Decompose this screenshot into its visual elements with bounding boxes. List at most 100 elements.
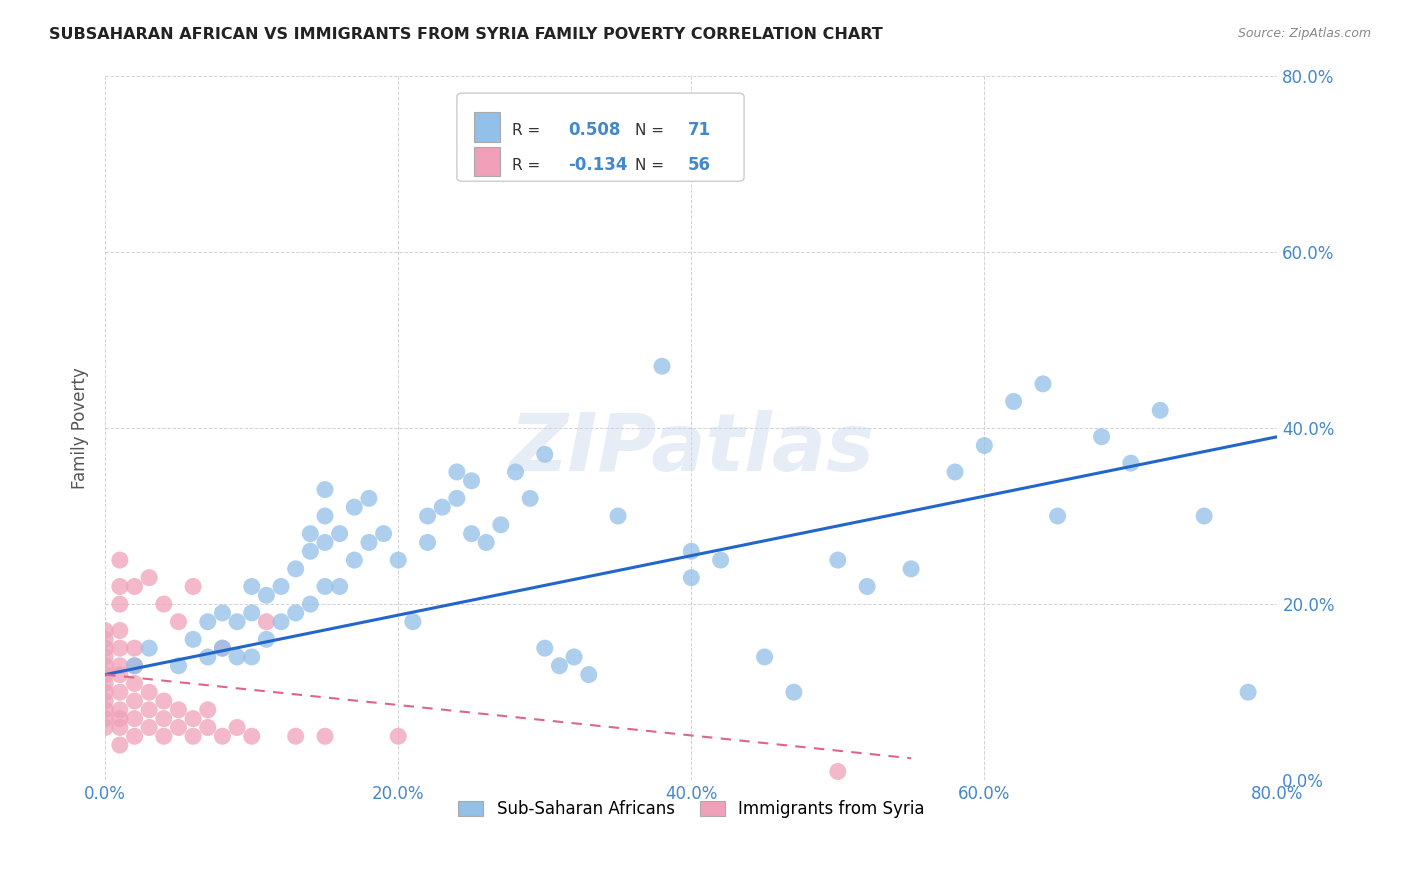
Point — [284, 562, 307, 576]
Point — [153, 712, 176, 726]
Point — [373, 526, 395, 541]
Point — [1237, 685, 1260, 699]
Point — [446, 465, 468, 479]
Point — [94, 721, 117, 735]
Point — [94, 712, 117, 726]
Point — [94, 624, 117, 638]
Point — [432, 500, 454, 515]
Point — [446, 491, 468, 506]
Point — [329, 579, 352, 593]
Point — [240, 606, 263, 620]
Point — [402, 615, 425, 629]
Point — [94, 694, 117, 708]
FancyBboxPatch shape — [457, 93, 744, 181]
Legend: Sub-Saharan Africans, Immigrants from Syria: Sub-Saharan Africans, Immigrants from Sy… — [451, 794, 931, 825]
Point — [314, 508, 336, 523]
Point — [138, 571, 160, 585]
Point — [197, 650, 219, 665]
Text: N =: N = — [636, 158, 669, 172]
Point — [943, 465, 966, 479]
Point — [1002, 394, 1025, 409]
Point — [827, 764, 849, 779]
Point — [94, 667, 117, 681]
Point — [299, 526, 322, 541]
Point — [240, 729, 263, 743]
Point — [153, 729, 176, 743]
Point — [533, 447, 555, 461]
Point — [783, 685, 806, 699]
Point — [108, 579, 131, 593]
Point — [197, 721, 219, 735]
Y-axis label: Family Poverty: Family Poverty — [72, 367, 89, 489]
Point — [181, 632, 204, 647]
Text: SUBSAHARAN AFRICAN VS IMMIGRANTS FROM SYRIA FAMILY POVERTY CORRELATION CHART: SUBSAHARAN AFRICAN VS IMMIGRANTS FROM SY… — [49, 27, 883, 42]
Point — [1192, 508, 1215, 523]
Point — [124, 658, 146, 673]
Point — [562, 650, 585, 665]
Text: 71: 71 — [688, 121, 711, 139]
Text: R =: R = — [512, 123, 546, 138]
Text: ZIPatlas: ZIPatlas — [509, 410, 873, 488]
Point — [226, 615, 249, 629]
Point — [108, 597, 131, 611]
Point — [108, 712, 131, 726]
Text: 56: 56 — [688, 156, 711, 174]
Point — [505, 465, 527, 479]
Point — [607, 508, 630, 523]
Point — [94, 641, 117, 656]
Point — [357, 535, 380, 549]
Point — [343, 553, 366, 567]
Text: Source: ZipAtlas.com: Source: ZipAtlas.com — [1237, 27, 1371, 40]
Point — [108, 721, 131, 735]
Point — [124, 712, 146, 726]
Point — [94, 650, 117, 665]
Point — [299, 597, 322, 611]
Point — [254, 632, 277, 647]
Point — [299, 544, 322, 558]
Point — [94, 703, 117, 717]
Point — [108, 641, 131, 656]
Point — [108, 658, 131, 673]
Point — [254, 588, 277, 602]
Point — [240, 579, 263, 593]
Point — [124, 694, 146, 708]
Point — [138, 721, 160, 735]
FancyBboxPatch shape — [474, 112, 501, 142]
Point — [856, 579, 879, 593]
Point — [387, 553, 409, 567]
Point — [1032, 376, 1054, 391]
Point — [167, 658, 190, 673]
Point — [681, 571, 703, 585]
Point — [651, 359, 673, 374]
Point — [197, 615, 219, 629]
Point — [138, 685, 160, 699]
Point — [1149, 403, 1171, 417]
Point — [167, 615, 190, 629]
Point — [124, 658, 146, 673]
Point — [314, 729, 336, 743]
Point — [416, 535, 439, 549]
Point — [94, 676, 117, 690]
Point — [548, 658, 571, 673]
Point — [108, 703, 131, 717]
Point — [108, 738, 131, 752]
Point — [167, 703, 190, 717]
Point — [181, 729, 204, 743]
Point — [460, 526, 482, 541]
Point — [197, 703, 219, 717]
Point — [754, 650, 776, 665]
Point — [108, 553, 131, 567]
Point — [211, 729, 233, 743]
Point — [1119, 456, 1142, 470]
Point — [211, 641, 233, 656]
Point — [138, 641, 160, 656]
Point — [329, 526, 352, 541]
Point — [519, 491, 541, 506]
Point — [94, 685, 117, 699]
Point — [153, 597, 176, 611]
Text: 0.508: 0.508 — [568, 121, 620, 139]
Point — [710, 553, 733, 567]
Point — [314, 535, 336, 549]
Point — [387, 729, 409, 743]
Point — [226, 650, 249, 665]
